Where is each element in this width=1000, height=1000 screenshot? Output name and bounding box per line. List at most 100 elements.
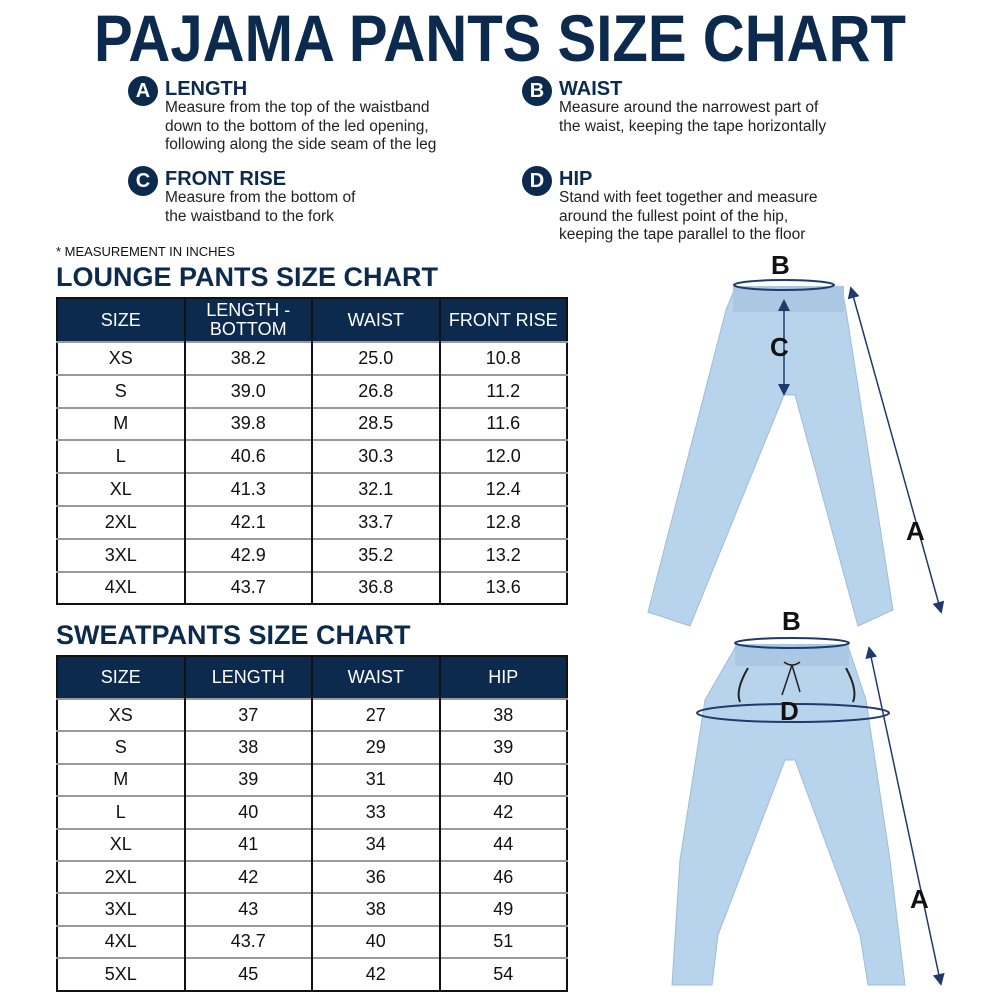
table-row: M 39.8 28.5 11.6	[57, 406, 567, 441]
table-cell: 2XL	[57, 504, 185, 539]
table-row: S 39.0 26.8 11.2	[57, 373, 567, 408]
measure-description: Measure around the narrowest part of the…	[559, 99, 827, 135]
table-cell: 27	[311, 697, 440, 732]
label-a: A	[910, 884, 929, 914]
table-cell: 38	[311, 892, 440, 926]
table-cell: 42	[183, 859, 312, 894]
table-cell: 42.9	[183, 537, 312, 572]
table-cell: 41	[183, 827, 312, 861]
table-cell: S	[57, 730, 185, 764]
column-header: LENGTH	[183, 656, 312, 699]
column-header: FRONT RISE	[438, 298, 567, 342]
table-cell: 10.8	[438, 341, 567, 375]
measure-description: Measure from the top of the waistband do…	[165, 99, 437, 153]
table-cell: 33.7	[311, 504, 440, 539]
badge-d: D	[522, 166, 552, 196]
table-cell: 3XL	[57, 892, 185, 926]
table-cell: 12.4	[438, 472, 567, 506]
badge-a: A	[128, 76, 158, 106]
table-cell: L	[57, 439, 185, 474]
table-cell: 40	[183, 795, 312, 829]
table-cell: 42	[311, 957, 440, 991]
table-cell: 36.8	[311, 570, 440, 605]
table-cell: 43.7	[183, 570, 312, 605]
badge-b: B	[522, 76, 552, 106]
lounge-pants-image	[647, 287, 894, 627]
table-cell: M	[57, 762, 185, 797]
sweat-table: SIZE LENGTH WAIST HIP XS 37 27 38 S 38 29 39 M 39 31 40…	[56, 655, 568, 992]
table-cell: 13.6	[438, 570, 567, 605]
table-cell: 4XL	[57, 924, 185, 959]
column-header: SIZE	[57, 656, 185, 699]
label-a: A	[906, 516, 925, 546]
table-cell: 38.2	[183, 341, 312, 375]
table-cell: 25.0	[311, 341, 440, 375]
column-header: HIP	[438, 656, 567, 699]
length-arrow-a	[847, 286, 945, 614]
page-title: PAJAMA PANTS SIZE CHART	[93, 1, 907, 75]
table-cell: 43.7	[183, 924, 312, 959]
column-header: WAIST	[311, 298, 440, 342]
table-cell: 32.1	[311, 472, 440, 506]
table-cell: 44	[438, 827, 567, 861]
table-cell: 41.3	[183, 472, 312, 506]
table-cell: 40	[438, 762, 567, 797]
units-note: * MEASUREMENT IN INCHES	[56, 244, 235, 259]
table-cell: 31	[311, 762, 440, 797]
length-arrow-a	[865, 646, 945, 986]
table-cell: 42.1	[183, 504, 312, 539]
table-cell: 5XL	[57, 957, 185, 991]
table-row: 4XL 43.7 36.8 13.6	[57, 570, 567, 605]
table-cell: 46	[438, 859, 567, 894]
table-cell: XS	[57, 697, 185, 732]
measure-description: Measure from the bottom of the waistband…	[165, 189, 356, 225]
table-cell: XL	[57, 827, 185, 861]
table-row: 3XL 43 38 49	[57, 892, 567, 926]
measure-label: HIP	[559, 168, 593, 190]
drawstring	[781, 661, 801, 696]
table-row: 3XL 42.9 35.2 13.2	[57, 537, 567, 572]
table-cell: 43	[183, 892, 312, 926]
measure-description: Stand with feet together and measure aro…	[559, 189, 818, 243]
table-row: S 38 29 39	[57, 730, 567, 764]
label-d: D	[780, 696, 799, 726]
label-b: B	[771, 250, 790, 280]
table-cell: 40	[311, 924, 440, 959]
table-cell: 30.3	[311, 439, 440, 474]
table-cell: 54	[438, 957, 567, 991]
table-cell: 35.2	[311, 537, 440, 572]
waist-tape-b	[734, 637, 850, 649]
table-cell: 13.2	[438, 537, 567, 572]
column-header: LENGTH - BOTTOM	[183, 298, 312, 342]
table-row: XL 41 34 44	[57, 827, 567, 861]
label-b: B	[782, 606, 801, 636]
label-c: C	[770, 332, 789, 362]
table-row: XL 41.3 32.1 12.4	[57, 472, 567, 506]
table-cell: 26.8	[311, 373, 440, 408]
table-row: 2XL 42 36 46	[57, 859, 567, 894]
table-row: 5XL 45 42 54	[57, 957, 567, 991]
table-cell: 39	[438, 730, 567, 764]
table-cell: 12.0	[438, 439, 567, 474]
column-header: SIZE	[57, 298, 185, 342]
table-cell: S	[57, 373, 185, 408]
lounge-table: SIZE LENGTH - BOTTOM WAIST FRONT RISE XS 38.2…	[56, 297, 568, 606]
table-row: L 40.6 30.3 12.0	[57, 439, 567, 474]
table-cell: 51	[438, 924, 567, 959]
table-row: 4XL 43.7 40 51	[57, 924, 567, 959]
sweat-waistband	[735, 644, 849, 666]
table-cell: 34	[311, 827, 440, 861]
table-cell: 36	[311, 859, 440, 894]
column-header: WAIST	[311, 656, 440, 699]
table-cell: 39.0	[183, 373, 312, 408]
measure-label: FRONT RISE	[165, 168, 287, 190]
table-cell: 42	[438, 795, 567, 829]
lounge-title: LOUNGE PANTS SIZE CHART	[56, 262, 439, 292]
table-cell: 49	[438, 892, 567, 926]
table-cell: 29	[311, 730, 440, 764]
table-cell: 28.5	[311, 406, 440, 441]
table-row: 2XL 42.1 33.7 12.8	[57, 504, 567, 539]
waist-tape-b	[733, 279, 835, 291]
